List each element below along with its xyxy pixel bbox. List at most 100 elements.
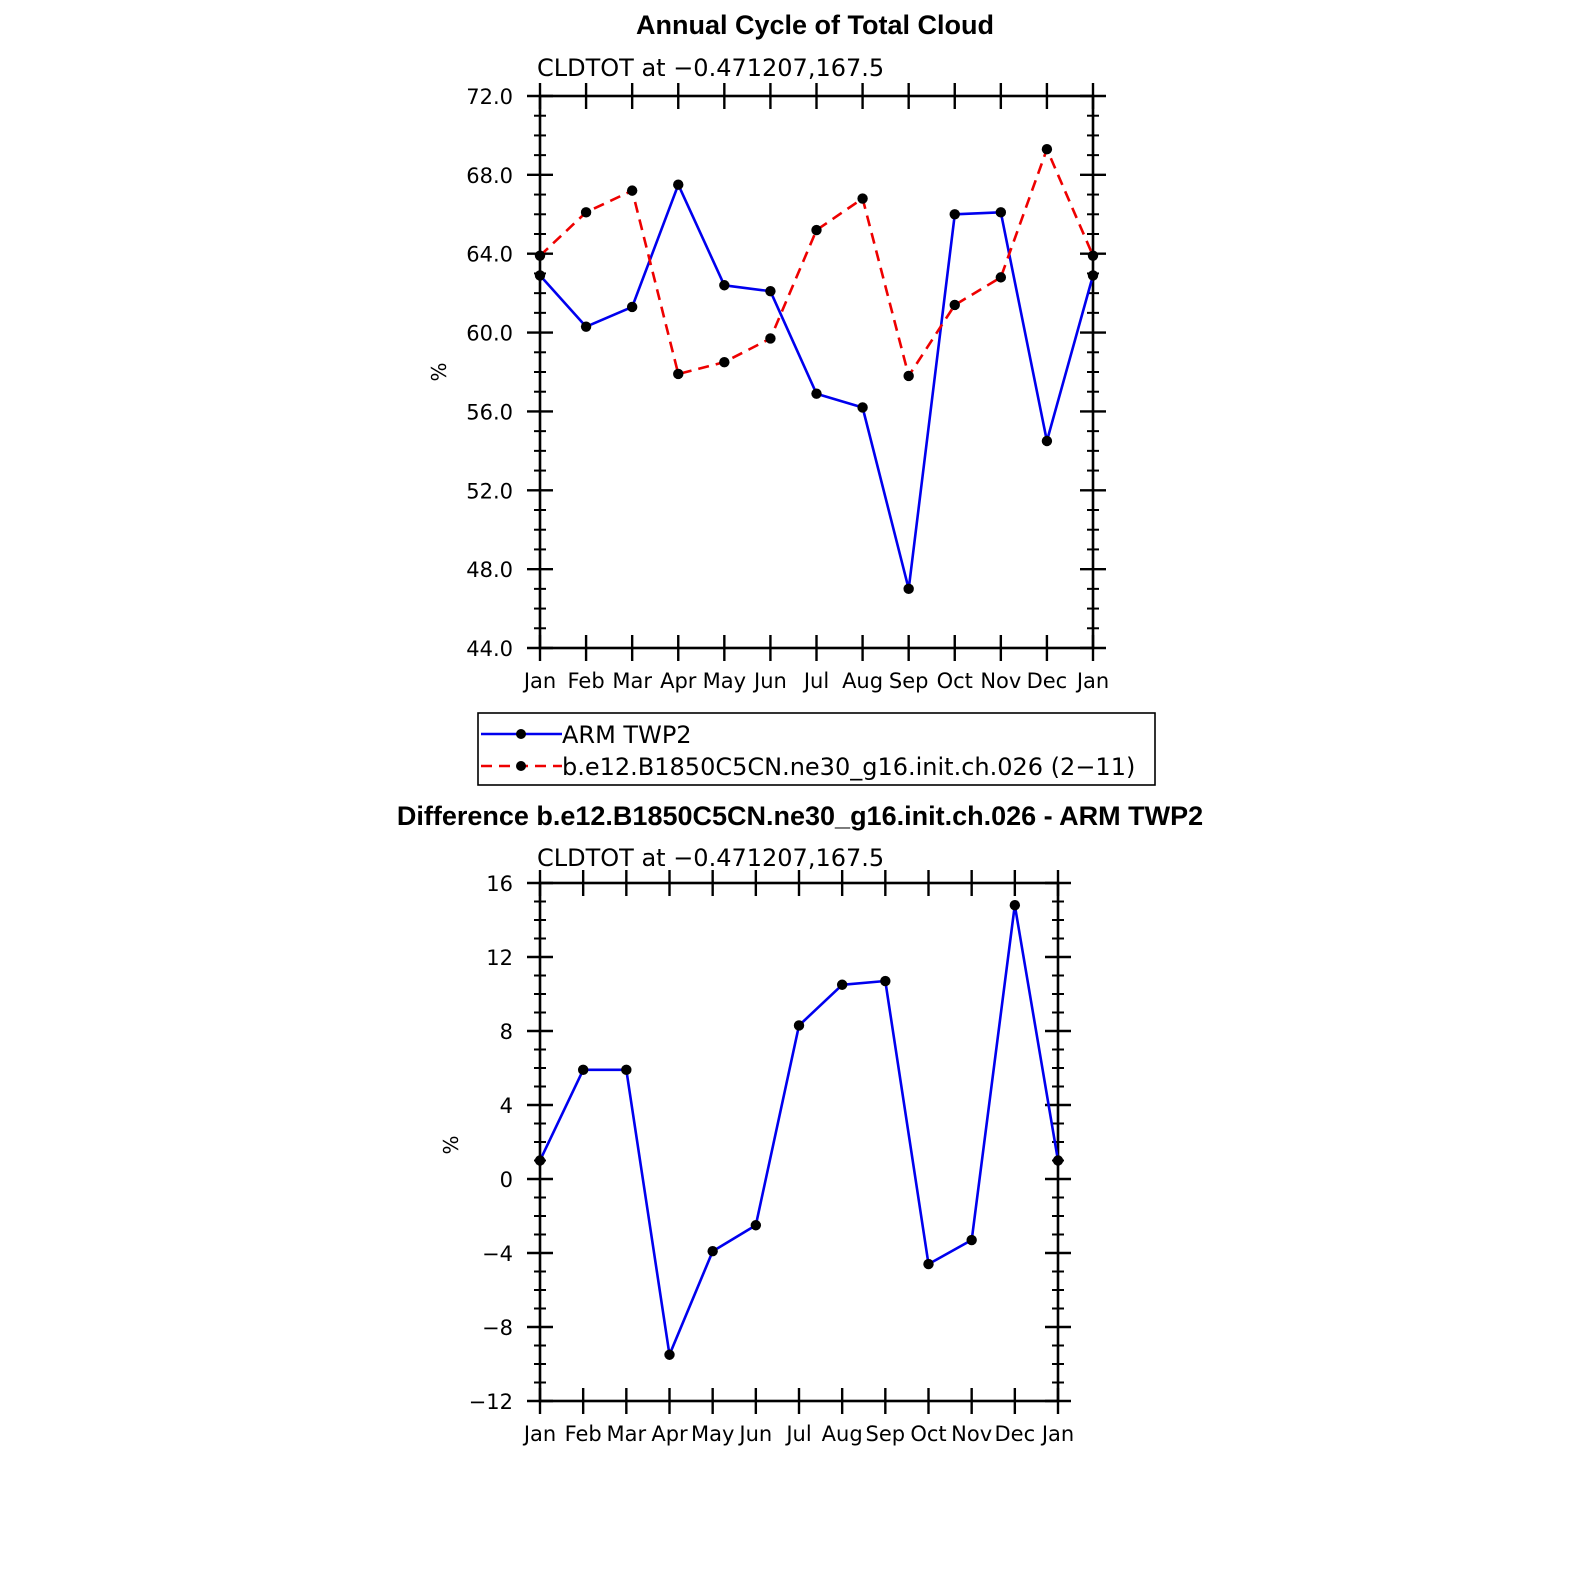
data-point-0 (857, 402, 868, 413)
x-tick-label: Jan (522, 1422, 556, 1446)
y-axis-label: % (427, 362, 451, 381)
chart-title: Difference b.e12.B1850C5CN.ne30_g16.init… (397, 801, 1203, 831)
x-tick-label: Mar (607, 1422, 647, 1446)
legend-entry-model: b.e12.B1850C5CN.ne30_g16.init.ch.026 (2−… (481, 753, 1135, 781)
legend-entry-arm: ARM TWP2 (481, 721, 692, 749)
y-tick-label: 8 (500, 1020, 513, 1044)
data-point-1 (903, 370, 914, 382)
x-tick-label: May (691, 1422, 734, 1446)
y-tick-label: 16 (486, 872, 513, 896)
legend-marker-arm (516, 729, 526, 739)
data-point-0 (949, 209, 960, 220)
data-point-0 (621, 1064, 632, 1076)
chart-subtitle: CLDTOT at −0.471207,167.5 (537, 54, 884, 82)
data-point-0 (580, 321, 592, 332)
x-tick-label: Sep (866, 1422, 906, 1446)
y-tick-label: 0 (500, 1168, 513, 1192)
data-point-1 (765, 333, 776, 344)
y-tick-label: 64.0 (466, 243, 513, 267)
y-tick-label: −8 (482, 1316, 513, 1340)
y-tick-label: 68.0 (466, 164, 513, 188)
data-point-0 (664, 1349, 675, 1360)
x-tick-label: Jul (802, 669, 829, 693)
legend-box (477, 712, 1156, 786)
data-point-1 (857, 193, 868, 204)
legend-label-arm: ARM TWP2 (562, 721, 692, 749)
data-point-1 (534, 250, 546, 261)
annual-cycle-chart: Annual Cycle of Total Cloud CLDTOT at −0… (427, 10, 1109, 693)
data-point-0 (719, 280, 730, 291)
y-tick-label: 56.0 (466, 400, 513, 424)
x-tick-label: Dec (995, 1422, 1036, 1446)
plot-frame (538, 881, 1060, 1403)
data-point-0 (626, 301, 638, 313)
data-point-0 (836, 979, 848, 990)
x-tick-label: Aug (822, 1422, 863, 1446)
x-tick-label: Jun (737, 1422, 772, 1446)
data-point-1 (949, 299, 960, 311)
y-tick-label: 12 (486, 946, 513, 970)
data-point-0 (923, 1258, 934, 1270)
legend-marker-model (516, 761, 526, 771)
x-tick-label: Oct (910, 1422, 946, 1446)
y-tick-label: 60.0 (466, 322, 513, 346)
data-point-0 (880, 975, 891, 987)
x-tick-label: Sep (889, 669, 929, 693)
data-point-0 (1041, 435, 1053, 447)
x-tick-label: Mar (612, 669, 652, 693)
data-point-1 (1041, 144, 1053, 155)
y-tick-label: 4 (500, 1094, 513, 1118)
data-point-0 (1087, 270, 1099, 281)
difference-chart: Difference b.e12.B1850C5CN.ne30_g16.init… (397, 801, 1203, 1446)
x-tick-label: Nov (980, 669, 1021, 693)
plot-axes: −12 −8 −4 0 4 8 12 16 Jan Feb Mar Apr May Jun Jul Aug Se… (469, 870, 1074, 1446)
data-point-0 (811, 388, 822, 399)
plot-frame (538, 94, 1095, 650)
data-point-0 (765, 285, 776, 297)
x-tick-label: Feb (565, 1422, 602, 1446)
data-point-0 (577, 1064, 589, 1076)
data-point-0 (966, 1234, 977, 1246)
data-point-0 (707, 1245, 718, 1257)
data-point-0 (995, 207, 1007, 218)
data-point-1 (626, 185, 638, 196)
plot-marks (534, 900, 1064, 1360)
x-tick-label: Feb (567, 669, 604, 693)
data-point-0 (1052, 1155, 1064, 1166)
y-tick-label: −4 (482, 1242, 513, 1266)
chart-subtitle: CLDTOT at −0.471207,167.5 (537, 844, 884, 872)
plot-marks (534, 144, 1099, 595)
data-point-0 (793, 1020, 805, 1031)
x-tick-label: Oct (937, 669, 973, 693)
data-point-1 (811, 224, 822, 236)
x-tick-label: Jun (752, 669, 787, 693)
y-tick-label: 72.0 (466, 85, 513, 109)
x-tick-label: Jan (522, 669, 556, 693)
x-tick-label: Apr (651, 1422, 688, 1446)
data-point-0 (534, 270, 546, 281)
data-point-0 (534, 1155, 546, 1166)
data-point-1 (995, 272, 1007, 283)
x-tick-label: Aug (842, 669, 883, 693)
series-line-0 (538, 903, 1060, 1357)
data-point-1 (580, 207, 592, 218)
data-point-0 (1009, 900, 1021, 911)
legend: ARM TWP2 b.e12.B1850C5CN.ne30_g16.init.c… (477, 712, 1156, 786)
legend-label-model: b.e12.B1850C5CN.ne30_g16.init.ch.026 (2−… (562, 753, 1135, 781)
y-tick-label: 52.0 (466, 479, 513, 503)
x-tick-label: May (703, 669, 746, 693)
x-tick-label: Jan (1040, 1422, 1074, 1446)
y-tick-label: 44.0 (466, 637, 513, 661)
x-tick-label: Dec (1027, 669, 1068, 693)
y-tick-label: −12 (469, 1390, 513, 1414)
series-line-0 (539, 183, 1095, 591)
data-point-1 (719, 356, 730, 368)
x-tick-label: Jul (784, 1422, 811, 1446)
x-tick-label: Jan (1075, 669, 1109, 693)
data-point-0 (750, 1220, 762, 1231)
plot-axes: 44.0 48.0 52.0 56.0 60.0 64.0 68.0 72.0 Jan Feb Ma… (466, 83, 1109, 693)
x-tick-label: Apr (660, 669, 697, 693)
data-point-1 (673, 368, 684, 380)
y-tick-label: 48.0 (466, 558, 513, 582)
